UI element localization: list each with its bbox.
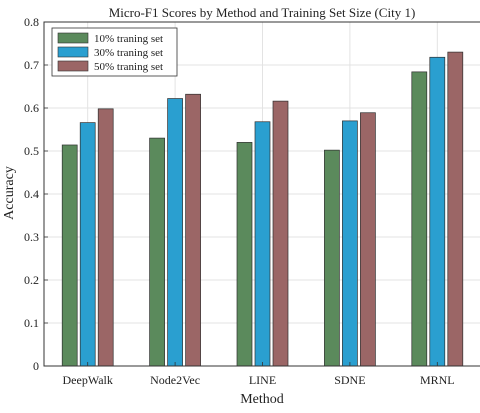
y-tick-label: 0.6 (24, 101, 39, 115)
legend-swatch-series-1 (57, 32, 89, 44)
x-tick-label: MRNL (420, 373, 455, 387)
bar-node2vec-series-3 (185, 93, 201, 367)
y-tick-label: 0.4 (24, 187, 39, 201)
bar-sdne-series-1 (324, 149, 340, 367)
bar-sdne-series-3 (360, 112, 376, 367)
y-tick-label: 0.8 (24, 15, 39, 29)
y-tick-label: 0.7 (24, 58, 39, 72)
bar-line-series-2 (254, 121, 271, 367)
bar-deepwalk-series-1 (61, 144, 78, 367)
bar-line-series-1 (236, 142, 253, 367)
y-axis-label: Accuracy (2, 166, 17, 220)
x-tick-label: DeepWalk (63, 373, 113, 387)
bar-mrnl-series-2 (429, 56, 446, 367)
bar-line-series-3 (272, 100, 289, 367)
y-tick-label: 0 (33, 359, 39, 373)
bar-mrnl-series-3 (447, 51, 464, 367)
chart-title: Micro-F1 Scores by Method and Training S… (109, 5, 416, 20)
bar-node2vec-series-2 (167, 98, 183, 367)
bar-deepwalk-series-2 (79, 122, 96, 367)
bar-mrnl-series-1 (411, 71, 428, 367)
legend-label-series-1: 10% traning set (94, 33, 163, 45)
y-tick-label: 0.1 (24, 316, 39, 330)
legend-label-series-2: 30% traning set (94, 47, 163, 59)
x-tick-label: LINE (249, 373, 276, 387)
x-tick-label: Node2Vec (150, 373, 200, 387)
legend-label-series-3: 50% traning set (94, 61, 163, 73)
y-tick-label: 0.5 (24, 144, 39, 158)
legend-swatch-series-3 (57, 60, 89, 72)
plot-frame (43, 21, 480, 367)
bar-sdne-series-2 (342, 120, 358, 367)
y-tick-label: 0.3 (24, 230, 39, 244)
x-axis-label: Method (240, 392, 284, 407)
x-tick-label: SDNE (334, 373, 365, 387)
bar-node2vec-series-1 (149, 137, 165, 367)
bar-deepwalk-series-3 (97, 108, 114, 367)
legend-swatch-series-2 (57, 46, 89, 58)
y-tick-label: 0.2 (24, 273, 39, 287)
